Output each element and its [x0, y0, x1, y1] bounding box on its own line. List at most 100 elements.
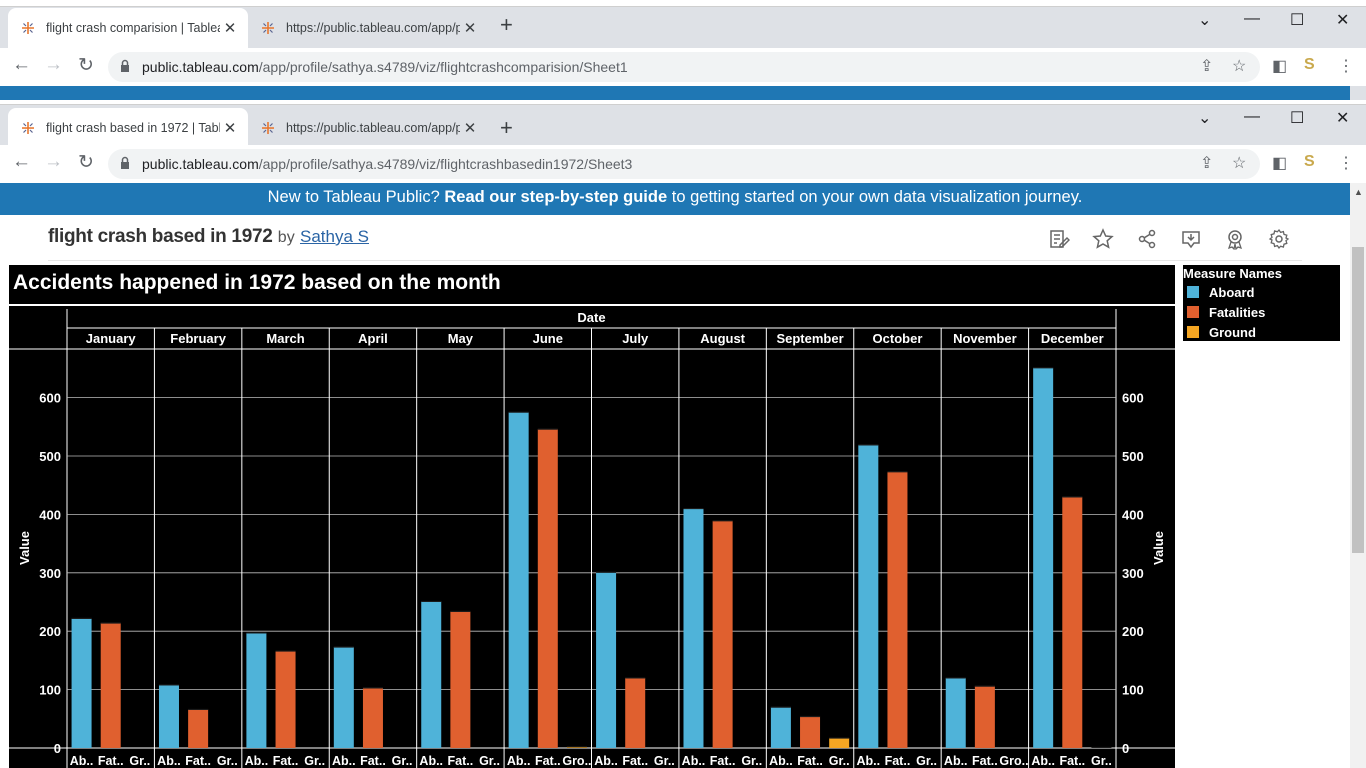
back-arrow-icon[interactable]: ← [12, 151, 31, 172]
download-icon[interactable] [1180, 228, 1202, 250]
sub-category-label: Fat.. [535, 754, 561, 768]
legend-item-aboard[interactable]: Aboard [1187, 284, 1255, 300]
sub-category-label: Fat.. [98, 754, 124, 768]
share-icon[interactable]: ⇪ [1200, 155, 1214, 172]
back-tab-2[interactable]: https://public.tableau.com/app/p ✕ [248, 8, 488, 48]
y-tick-label-right: 600 [1122, 391, 1144, 406]
header-divider [48, 260, 1302, 261]
share-icon[interactable]: ⇪ [1200, 58, 1214, 75]
new-tab-icon[interactable]: + [500, 12, 513, 37]
sub-category-label: Fat.. [710, 754, 736, 768]
maximize-icon[interactable]: ☐ [1290, 12, 1305, 29]
menu-icon[interactable]: ⋮ [1338, 155, 1354, 172]
bookmark-star-icon[interactable]: ☆ [1232, 58, 1247, 75]
address-bar[interactable]: public.tableau.com/app/profile/sathya.s4… [108, 149, 1260, 179]
bar-aboard [333, 646, 354, 748]
bar-aboard [858, 444, 879, 748]
y-tick-label-left: 600 [39, 391, 61, 406]
sub-category-label: Gro.. [562, 754, 591, 768]
forward-arrow-icon[interactable]: → [44, 151, 63, 172]
sub-category-label: Ab.. [769, 754, 793, 768]
sub-category-label: Ab.. [1031, 754, 1055, 768]
chevron-down-icon[interactable]: ⌄ [1198, 12, 1212, 29]
sub-category-label: Gro.. [999, 754, 1028, 768]
sub-category-label: Gr.. [916, 754, 937, 768]
legend-item-fatalities[interactable]: Fatalities [1187, 304, 1265, 320]
legend-swatch-aboard [1187, 286, 1199, 298]
sub-category-label: Fat.. [448, 754, 474, 768]
favorite-star-icon[interactable] [1092, 228, 1114, 250]
sub-category-label: Gr.. [654, 754, 675, 768]
bar-aboard [770, 707, 791, 748]
author-link[interactable]: Sathya S [299, 227, 369, 246]
sub-category-label: Gr.. [304, 754, 325, 768]
page-scrollbar[interactable]: ▲ [1350, 183, 1366, 768]
extension-icon[interactable]: S [1304, 56, 1315, 73]
close-tab-icon[interactable]: ✕ [223, 20, 237, 37]
badge-icon[interactable] [1224, 228, 1246, 250]
bar-fatalities [800, 716, 821, 748]
sub-category-label: Gr.. [1091, 754, 1112, 768]
close-tab-icon[interactable]: ✕ [223, 120, 237, 137]
y-tick-label-right: 500 [1122, 449, 1144, 464]
bar-aboard [1033, 367, 1054, 748]
scroll-up-icon[interactable]: ▲ [1354, 187, 1363, 197]
sub-category-label: Fat.. [797, 754, 823, 768]
close-window-icon[interactable]: ✕ [1336, 12, 1350, 29]
maximize-icon[interactable]: ☐ [1290, 110, 1305, 127]
scrollbar-thumb[interactable] [1352, 247, 1364, 553]
bar-fatalities [625, 677, 646, 748]
menu-icon[interactable]: ⋮ [1338, 58, 1354, 75]
viz-header: flight crash based in 1972 by Sathya S [48, 226, 369, 248]
back-arrow-icon[interactable]: ← [12, 54, 31, 75]
bookmark-star-icon[interactable]: ☆ [1232, 155, 1247, 172]
url-path: /app/profile/sathya.s4789/viz/flightcras… [258, 156, 633, 172]
side-panel-icon[interactable]: ◧ [1272, 58, 1288, 75]
month-label: April [358, 331, 388, 346]
tableau-icon [262, 122, 274, 134]
legend-item-ground[interactable]: Ground [1187, 324, 1256, 340]
tableau-icon [262, 22, 274, 34]
sub-category-label: Ab.. [70, 754, 94, 768]
sub-category-label: Gr.. [129, 754, 150, 768]
address-text: public.tableau.com/app/profile/sathya.s4… [142, 156, 632, 172]
share-icon[interactable] [1136, 228, 1158, 250]
bar-fatalities [887, 471, 908, 748]
back-tab-1[interactable]: flight crash comparision | Tableau ✕ [8, 8, 248, 48]
bar-chart[interactable]: Date001001002002003003004004005005006006… [9, 265, 1175, 768]
new-tab-icon[interactable]: + [500, 115, 513, 140]
side-panel-icon[interactable]: ◧ [1272, 155, 1288, 172]
sub-category-label: Fat.. [185, 754, 211, 768]
settings-gear-icon[interactable] [1268, 228, 1290, 250]
extension-icon[interactable]: S [1304, 153, 1315, 170]
close-tab-icon[interactable]: ✕ [463, 20, 477, 37]
reload-icon[interactable]: ↻ [78, 55, 94, 76]
edit-icon[interactable] [1048, 228, 1070, 250]
reload-icon[interactable]: ↻ [78, 152, 94, 173]
front-window-top-edge [0, 100, 1366, 105]
month-label: June [533, 331, 563, 346]
bar-aboard [71, 618, 92, 748]
month-label: July [622, 331, 649, 346]
front-tab-2-title: https://public.tableau.com/app/p [286, 121, 460, 135]
minimize-icon[interactable]: — [1244, 108, 1260, 125]
banner-guide-link[interactable]: Read our step-by-step guide [444, 188, 668, 206]
forward-arrow-icon[interactable]: → [44, 54, 63, 75]
banner-text-end: to getting started on your own data visu… [667, 188, 1083, 206]
legend-swatch-ground [1187, 326, 1199, 338]
bar-fatalities [100, 623, 121, 748]
minimize-icon[interactable]: — [1244, 10, 1260, 27]
y-tick-label-left: 400 [39, 507, 61, 522]
legend-label-aboard: Aboard [1209, 284, 1255, 300]
close-window-icon[interactable]: ✕ [1336, 110, 1350, 127]
close-tab-icon[interactable]: ✕ [463, 120, 477, 137]
month-label: May [448, 331, 474, 346]
front-tab-2[interactable]: https://public.tableau.com/app/p ✕ [248, 108, 488, 148]
chevron-down-icon[interactable]: ⌄ [1198, 110, 1212, 127]
front-tab-1[interactable]: flight crash based in 1972 | Tableau ✕ [8, 108, 248, 148]
bar-aboard [246, 632, 267, 748]
address-bar[interactable]: public.tableau.com/app/profile/sathya.s4… [108, 52, 1260, 82]
y-tick-label-right: 200 [1122, 624, 1144, 639]
tableau-public-banner: New to Tableau Public? Read our step-by-… [0, 183, 1350, 215]
back-banner [0, 86, 1350, 100]
